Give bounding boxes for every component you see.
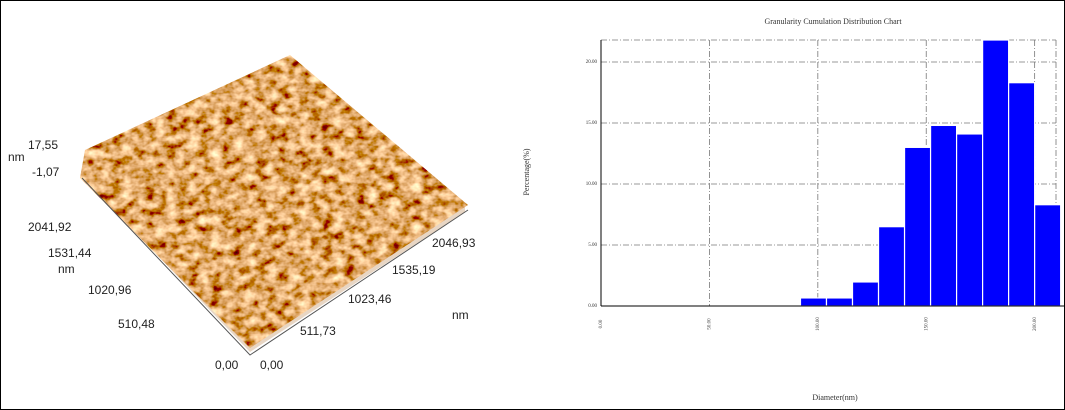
x-tick: 511,73 bbox=[300, 324, 336, 338]
bar bbox=[826, 298, 852, 306]
z-max: 17,55 bbox=[28, 138, 58, 152]
z-unit: nm bbox=[8, 150, 25, 164]
y-tick-label: 0.00 bbox=[588, 304, 597, 309]
x-axis-label: Diameter(nm) bbox=[812, 393, 858, 402]
x-tick: 1535,19 bbox=[392, 263, 436, 277]
x-tick-label: 0.00 bbox=[599, 319, 604, 328]
afm-surface bbox=[80, 55, 468, 348]
bar bbox=[905, 147, 931, 306]
x-unit: nm bbox=[452, 308, 469, 322]
y-tick-label: 10.00 bbox=[586, 182, 598, 187]
y-tick-label: 20.00 bbox=[586, 60, 598, 65]
bar bbox=[957, 134, 983, 306]
x-tick-label: 150.00 bbox=[924, 317, 929, 331]
x-tick: 0,00 bbox=[260, 358, 284, 372]
y-tick: 0,00 bbox=[215, 358, 239, 372]
z-min: -1,07 bbox=[32, 165, 60, 179]
bar bbox=[931, 125, 957, 306]
chart-title: Granularity Cumulation Distribution Char… bbox=[764, 17, 902, 26]
bar bbox=[853, 282, 879, 306]
x-tick-label: 50.00 bbox=[708, 318, 713, 330]
x-tick: 1023,46 bbox=[348, 292, 392, 306]
y-axis-label: Percentage(%) bbox=[522, 148, 531, 195]
bar bbox=[800, 298, 826, 306]
x-tick: 2046,93 bbox=[432, 236, 476, 250]
bar bbox=[1035, 205, 1061, 306]
y-tick: 1020,96 bbox=[88, 283, 132, 297]
y-tick: 2041,92 bbox=[28, 220, 72, 234]
bar bbox=[879, 227, 905, 306]
afm-image bbox=[80, 55, 468, 355]
figure: 17,55 nm -1,07 2041,92 1531,44 nm 1020,9… bbox=[0, 0, 1065, 410]
y-tick: 1531,44 bbox=[48, 246, 92, 260]
y-tick-label: 15.00 bbox=[586, 121, 598, 126]
bar bbox=[983, 40, 1009, 306]
y-unit: nm bbox=[58, 262, 75, 276]
y-tick-label: 5.00 bbox=[588, 243, 597, 248]
y-tick: 510,48 bbox=[118, 317, 155, 331]
x-tick-label: 100.00 bbox=[816, 317, 821, 331]
x-tick-label: 200.00 bbox=[1033, 317, 1038, 331]
bar bbox=[1009, 83, 1035, 306]
